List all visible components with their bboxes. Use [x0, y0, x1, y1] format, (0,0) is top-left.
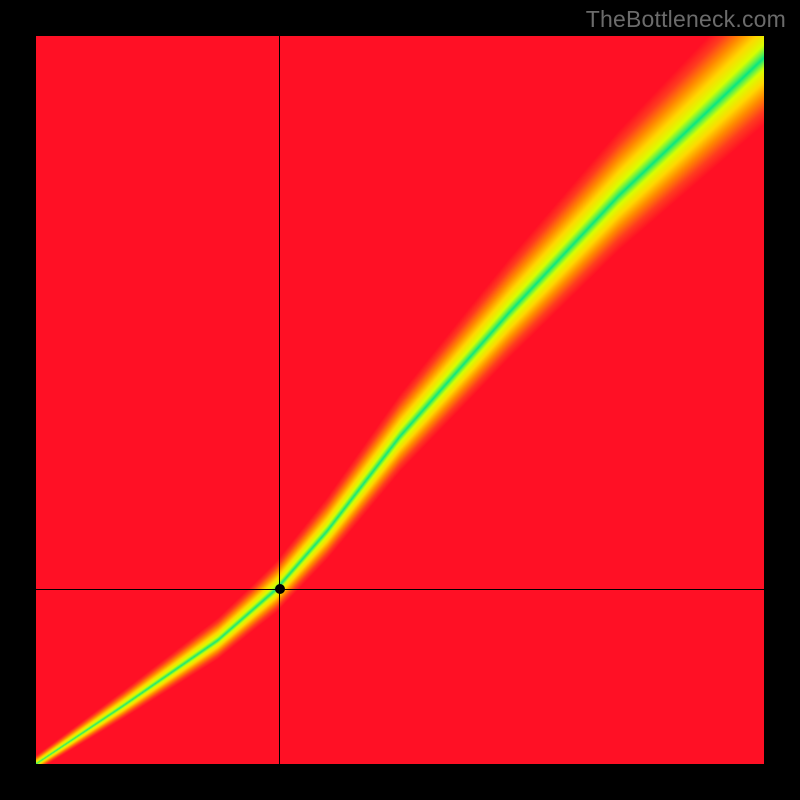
crosshair-vertical: [279, 36, 280, 764]
watermark-text: TheBottleneck.com: [586, 6, 786, 33]
crosshair-marker: [275, 584, 285, 594]
crosshair-horizontal: [36, 589, 764, 590]
heatmap-plot: [36, 36, 764, 764]
heatmap-canvas: [36, 36, 764, 764]
